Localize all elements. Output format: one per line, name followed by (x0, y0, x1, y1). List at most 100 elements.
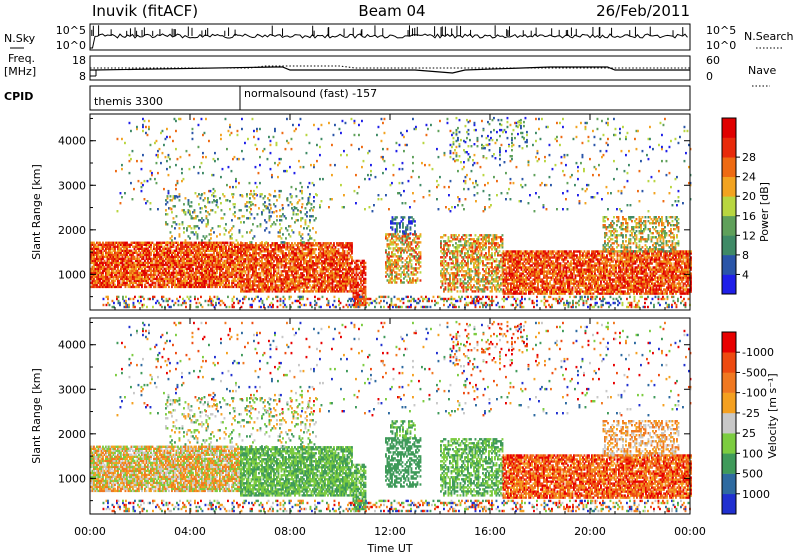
power-cell (211, 255, 214, 259)
power-cell (108, 269, 110, 273)
power-cell (96, 283, 98, 287)
power-cell (118, 283, 121, 287)
power-cell (199, 241, 202, 244)
power-cell (106, 251, 109, 254)
power-cell (150, 271, 152, 275)
power-cell (111, 251, 113, 254)
power-cell (105, 273, 107, 277)
power-cell (148, 245, 151, 248)
power-cell (181, 251, 184, 254)
power-cell (121, 273, 124, 277)
power-cell (219, 253, 221, 257)
power-cell (205, 267, 208, 271)
power-cell (177, 277, 179, 281)
power-cell (183, 273, 185, 277)
power-cell (207, 255, 209, 259)
power-cell (148, 249, 151, 252)
power-cell (91, 285, 94, 289)
power-cell (186, 279, 188, 283)
power-cell (181, 263, 184, 267)
power-cell (109, 261, 112, 265)
power-cell (192, 263, 194, 267)
power-cell (141, 249, 143, 252)
power-cell (102, 269, 104, 273)
power-cell (138, 279, 140, 283)
power-cell (150, 251, 152, 254)
power-cell (222, 263, 224, 267)
power-cell (160, 271, 163, 275)
power-cell (166, 257, 169, 261)
power-cell (396, 224, 398, 227)
power-cell (151, 261, 154, 265)
power-cell (184, 281, 187, 285)
power-cell (120, 259, 122, 263)
power-cell (419, 233, 422, 236)
power-cell (169, 249, 172, 252)
power-cell (102, 267, 104, 271)
power-cell (223, 251, 226, 254)
power-cell (114, 255, 116, 259)
power-cell (159, 269, 161, 273)
power-cell (198, 245, 200, 248)
power-cell (183, 253, 185, 257)
power-cell (183, 285, 185, 289)
power-cell (94, 273, 97, 277)
power-cell (189, 285, 191, 289)
power-cell (181, 275, 184, 279)
power-cell (136, 241, 139, 244)
power-cell (106, 263, 109, 267)
power-cell (138, 285, 140, 289)
power-cell (93, 269, 95, 273)
power-cell (187, 255, 190, 259)
power-cell (407, 273, 410, 276)
power-cell (171, 257, 173, 261)
power-cell (195, 249, 197, 252)
power-cell (196, 243, 199, 246)
power-cell (189, 247, 191, 250)
power-cell (214, 283, 217, 287)
power-cell (96, 259, 98, 263)
power-cell (117, 271, 119, 275)
power-cell (204, 271, 206, 275)
power-cell (147, 255, 149, 259)
power-cell (166, 279, 169, 283)
power-cell (220, 267, 223, 271)
power-cell (144, 269, 146, 273)
power-cell (414, 224, 416, 227)
power-cell (217, 255, 220, 259)
power-cell (180, 259, 182, 263)
power-cell (192, 261, 194, 265)
power-cell (118, 249, 121, 252)
power-cell (169, 251, 172, 254)
power-cell (120, 261, 122, 265)
power-cell (112, 261, 115, 265)
power-cell (199, 279, 202, 283)
power-cell (189, 275, 191, 279)
power-cell (190, 281, 193, 285)
power-cell (108, 279, 110, 283)
power-cell (90, 253, 92, 257)
power-cell (106, 245, 109, 248)
power-cell (198, 257, 200, 261)
power-cell (159, 241, 161, 244)
power-cell (193, 255, 196, 259)
power-cell (159, 267, 161, 271)
power-cell (178, 285, 181, 289)
power-cell (120, 265, 122, 269)
power-cell (202, 281, 205, 285)
power-cell (91, 249, 94, 252)
power-cell (219, 277, 221, 281)
power-cell (177, 251, 179, 254)
power-cell (186, 271, 188, 275)
power-cell (202, 279, 205, 283)
power-cell (459, 278, 462, 281)
power-cell (172, 267, 175, 271)
power-cell (111, 273, 113, 277)
power-cell (219, 241, 221, 244)
power-cell (102, 253, 104, 257)
power-cell (190, 265, 193, 269)
power-cell (419, 279, 422, 282)
power-cell (214, 249, 217, 252)
power-cell (343, 250, 346, 253)
power-cell (105, 279, 107, 283)
